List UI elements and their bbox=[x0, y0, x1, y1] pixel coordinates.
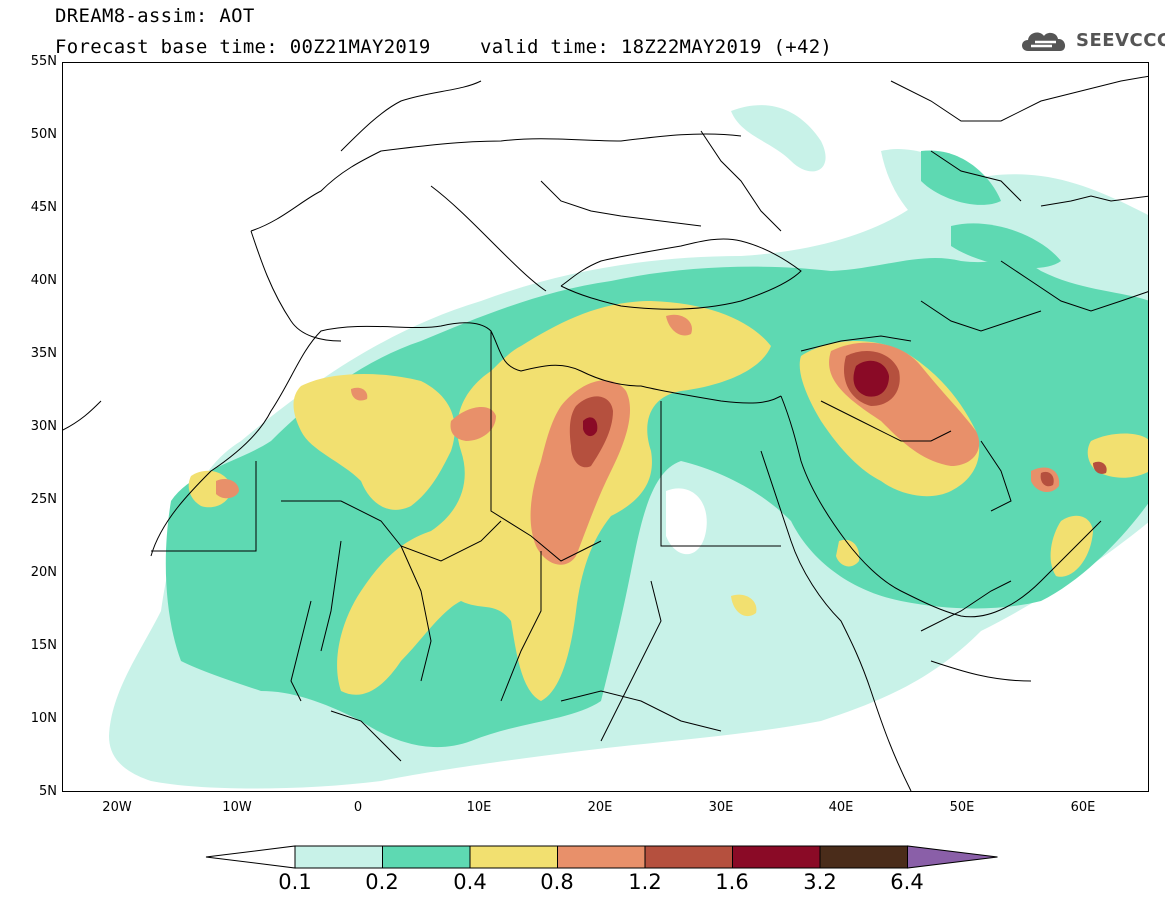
lat-label: 15N bbox=[30, 638, 57, 653]
colorbar-label: 3.2 bbox=[803, 870, 837, 894]
aot-map bbox=[62, 62, 1149, 792]
colorbar-segment bbox=[469, 845, 558, 869]
lon-label: 60E bbox=[1070, 800, 1096, 815]
lat-label: 40N bbox=[30, 273, 57, 288]
colorbar-label: 1.2 bbox=[628, 870, 662, 894]
colorbar-segment bbox=[382, 845, 471, 869]
aot-map-canvas bbox=[63, 75, 1148, 791]
lat-label: 30N bbox=[30, 419, 57, 434]
aot-band-1.6-3.2 bbox=[583, 360, 889, 437]
colorbar-segment bbox=[732, 845, 821, 869]
colorbar-segment bbox=[205, 845, 296, 869]
country-borders bbox=[63, 75, 1148, 791]
lat-label: 55N bbox=[30, 54, 57, 69]
lat-label: 20N bbox=[30, 565, 57, 580]
lon-label: 10E bbox=[466, 800, 492, 815]
aot-colorbar bbox=[205, 845, 998, 869]
colorbar-segment bbox=[294, 845, 383, 869]
colorbar-segment bbox=[819, 845, 908, 869]
logo-text: SEEVCCC bbox=[1076, 30, 1165, 51]
lat-label: 50N bbox=[30, 127, 57, 142]
colorbar-label: 6.4 bbox=[890, 870, 924, 894]
colorbar-label: 0.4 bbox=[453, 870, 487, 894]
colorbar-segment bbox=[557, 845, 646, 869]
lon-label: 30E bbox=[708, 800, 734, 815]
lat-label: 25N bbox=[30, 492, 57, 507]
colorbar-label: 0.8 bbox=[540, 870, 574, 894]
lon-label: 40E bbox=[828, 800, 854, 815]
colorbar-segment bbox=[644, 845, 733, 869]
colorbar-segments bbox=[205, 845, 998, 869]
colorbar-label: 1.6 bbox=[715, 870, 749, 894]
lat-label: 45N bbox=[30, 200, 57, 215]
lon-label: 20E bbox=[587, 800, 613, 815]
valid-time-label: valid time: 18Z22MAY2019 (+42) bbox=[480, 36, 833, 58]
lat-label: 5N bbox=[39, 784, 57, 799]
lat-label: 35N bbox=[30, 346, 57, 361]
seevccc-logo: SEEVCCC bbox=[1018, 25, 1165, 55]
cloud-icon bbox=[1022, 32, 1066, 51]
colorbar-label: 0.2 bbox=[365, 870, 399, 894]
colorbar-segment bbox=[907, 845, 998, 869]
colorbar-label: 0.1 bbox=[278, 870, 312, 894]
lon-label: 50E bbox=[949, 800, 975, 815]
forecast-times: Forecast base time: 00Z21MAY2019 valid ti… bbox=[55, 36, 832, 58]
lon-label: 10W bbox=[222, 800, 252, 815]
lat-label: 10N bbox=[30, 711, 57, 726]
lon-label: 0 bbox=[353, 800, 363, 815]
map-title: DREAM8-assim: AOT bbox=[55, 5, 255, 27]
base-time-label: Forecast base time: 00Z21MAY2019 bbox=[55, 36, 431, 58]
lon-label: 20W bbox=[102, 800, 132, 815]
